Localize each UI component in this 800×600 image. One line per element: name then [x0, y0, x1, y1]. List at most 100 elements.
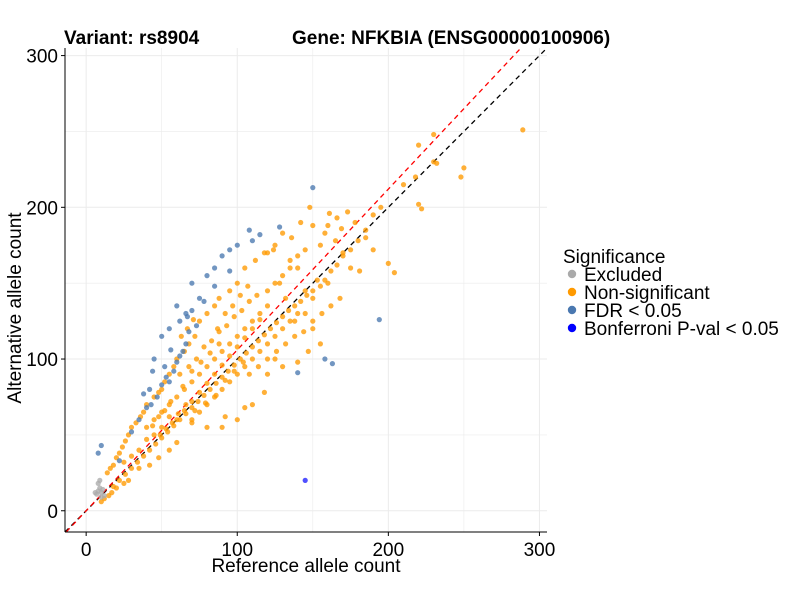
point-non-significant-100 — [201, 392, 207, 398]
point-non-significant-72 — [378, 204, 384, 210]
point-non-significant-110 — [141, 453, 147, 459]
point-non-significant-228 — [169, 420, 175, 426]
point-non-significant-202 — [246, 298, 252, 304]
point-non-significant-4 — [458, 174, 464, 180]
point-non-significant-156 — [196, 371, 203, 377]
point-non-significant-223 — [213, 392, 219, 398]
point-fdr-0-05-15 — [183, 341, 189, 347]
point-non-significant-45 — [305, 348, 311, 354]
point-non-significant-23 — [298, 219, 304, 226]
point-non-significant-83 — [304, 292, 310, 298]
point-non-significant-174 — [234, 344, 240, 350]
point-fdr-0-05-30 — [257, 232, 263, 238]
point-non-significant-213 — [207, 350, 213, 356]
legend-title: Significance — [563, 247, 665, 268]
point-non-significant-25 — [280, 230, 286, 236]
point-non-significant-24 — [289, 235, 295, 241]
point-non-significant-13 — [352, 219, 358, 226]
point-non-significant-10 — [385, 260, 391, 266]
point-non-significant-166 — [174, 417, 180, 423]
point-fdr-0-05-41 — [249, 238, 255, 244]
point-non-significant-76 — [348, 247, 354, 253]
point-non-significant-231 — [215, 326, 221, 332]
x-tick-label-0: 0 — [81, 540, 92, 561]
point-non-significant-70 — [431, 159, 437, 165]
point-fdr-0-05-10 — [166, 379, 172, 385]
point-non-significant-55 — [219, 424, 225, 430]
point-non-significant-210 — [121, 459, 127, 465]
point-non-significant-185 — [242, 364, 248, 370]
point-non-significant-235 — [245, 283, 251, 289]
point-non-significant-200 — [231, 314, 237, 320]
point-fdr-0-05-29 — [246, 227, 252, 233]
point-non-significant-163 — [249, 318, 255, 324]
point-non-significant-208 — [144, 436, 150, 442]
x-axis-title: Reference allele count — [211, 556, 401, 577]
point-non-significant-143 — [119, 444, 125, 450]
point-fdr-0-05-38 — [189, 280, 195, 286]
point-non-significant-21 — [310, 222, 316, 229]
point-non-significant-254 — [337, 295, 343, 301]
point-fdr-0-05-5 — [144, 405, 150, 411]
legend-key-non-significant — [567, 287, 577, 297]
point-non-significant-130 — [171, 364, 177, 370]
point-non-significant-116 — [196, 318, 203, 324]
x-tick-label-200: 200 — [372, 540, 404, 561]
point-fdr-0-05-12 — [174, 359, 180, 365]
legend-label-excluded: Excluded — [584, 265, 662, 286]
point-non-significant-78 — [334, 262, 340, 268]
point-non-significant-54 — [222, 414, 228, 420]
point-non-significant-115 — [110, 483, 116, 490]
point-non-significant-33 — [310, 295, 316, 301]
point-non-significant-92 — [249, 344, 255, 350]
legend-key-excluded — [567, 269, 577, 279]
point-non-significant-240 — [272, 280, 278, 286]
point-non-significant-250 — [301, 329, 307, 335]
point-fdr-0-05-35 — [168, 347, 174, 353]
point-non-significant-206 — [166, 414, 172, 420]
point-fdr-0-05-32 — [310, 185, 316, 191]
point-non-significant-111 — [134, 459, 141, 465]
point-non-significant-43 — [310, 326, 316, 332]
point-non-significant-218 — [156, 414, 162, 420]
point-fdr-0-05-6 — [148, 402, 154, 408]
point-fdr-0-05-16 — [159, 333, 165, 339]
point-fdr-0-05-14 — [180, 348, 186, 354]
point-fdr-0-05-43 — [162, 364, 168, 370]
point-non-significant-112 — [128, 465, 135, 471]
point-non-significant-175 — [242, 335, 248, 341]
point-non-significant-117 — [204, 310, 210, 317]
point-non-significant-161 — [234, 333, 240, 339]
point-non-significant-18 — [325, 222, 331, 229]
point-non-significant-90 — [261, 332, 267, 338]
data-points — [92, 127, 526, 505]
point-non-significant-157 — [204, 364, 210, 370]
point-non-significant-224 — [202, 400, 209, 406]
reference-line-fitted — [65, 47, 522, 533]
point-non-significant-87 — [280, 314, 286, 320]
point-non-significant-48 — [272, 356, 278, 362]
point-fdr-0-05-27 — [227, 247, 233, 253]
point-non-significant-49 — [264, 371, 271, 377]
point-non-significant-119 — [216, 295, 222, 301]
point-fdr-0-05-13 — [177, 353, 183, 359]
point-non-significant-183 — [227, 379, 233, 385]
point-fdr-0-05-4 — [136, 417, 142, 423]
point-non-significant-171 — [212, 371, 218, 377]
point-non-significant-253 — [328, 303, 334, 309]
point-non-significant-80 — [322, 277, 328, 283]
point-non-significant-225 — [192, 408, 198, 414]
point-non-significant-247 — [273, 348, 280, 354]
point-non-significant-1 — [431, 131, 437, 138]
point-non-significant-20 — [317, 242, 323, 248]
point-non-significant-196 — [201, 344, 207, 350]
point-non-significant-91 — [255, 338, 261, 344]
point-non-significant-120 — [227, 288, 233, 294]
point-fdr-0-05-11 — [171, 368, 177, 374]
point-non-significant-59 — [166, 447, 172, 453]
y-tick-label-200: 200 — [26, 198, 58, 219]
point-fdr-0-05-18 — [151, 356, 157, 362]
point-non-significant-16 — [334, 215, 340, 221]
point-non-significant-227 — [175, 411, 181, 417]
